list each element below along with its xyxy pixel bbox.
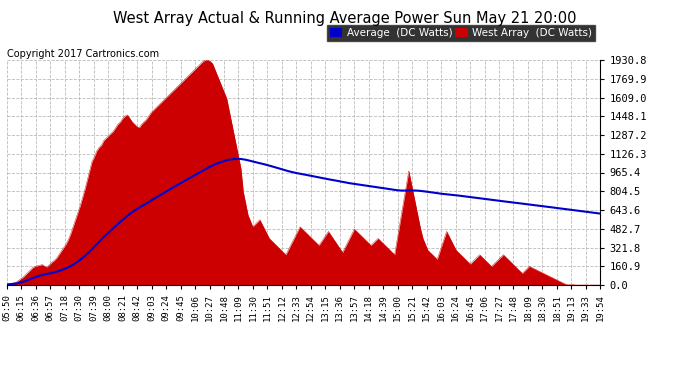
Legend: Average  (DC Watts), West Array  (DC Watts): Average (DC Watts), West Array (DC Watts… (327, 25, 595, 41)
Text: Copyright 2017 Cartronics.com: Copyright 2017 Cartronics.com (7, 49, 159, 59)
Text: West Array Actual & Running Average Power Sun May 21 20:00: West Array Actual & Running Average Powe… (113, 11, 577, 26)
